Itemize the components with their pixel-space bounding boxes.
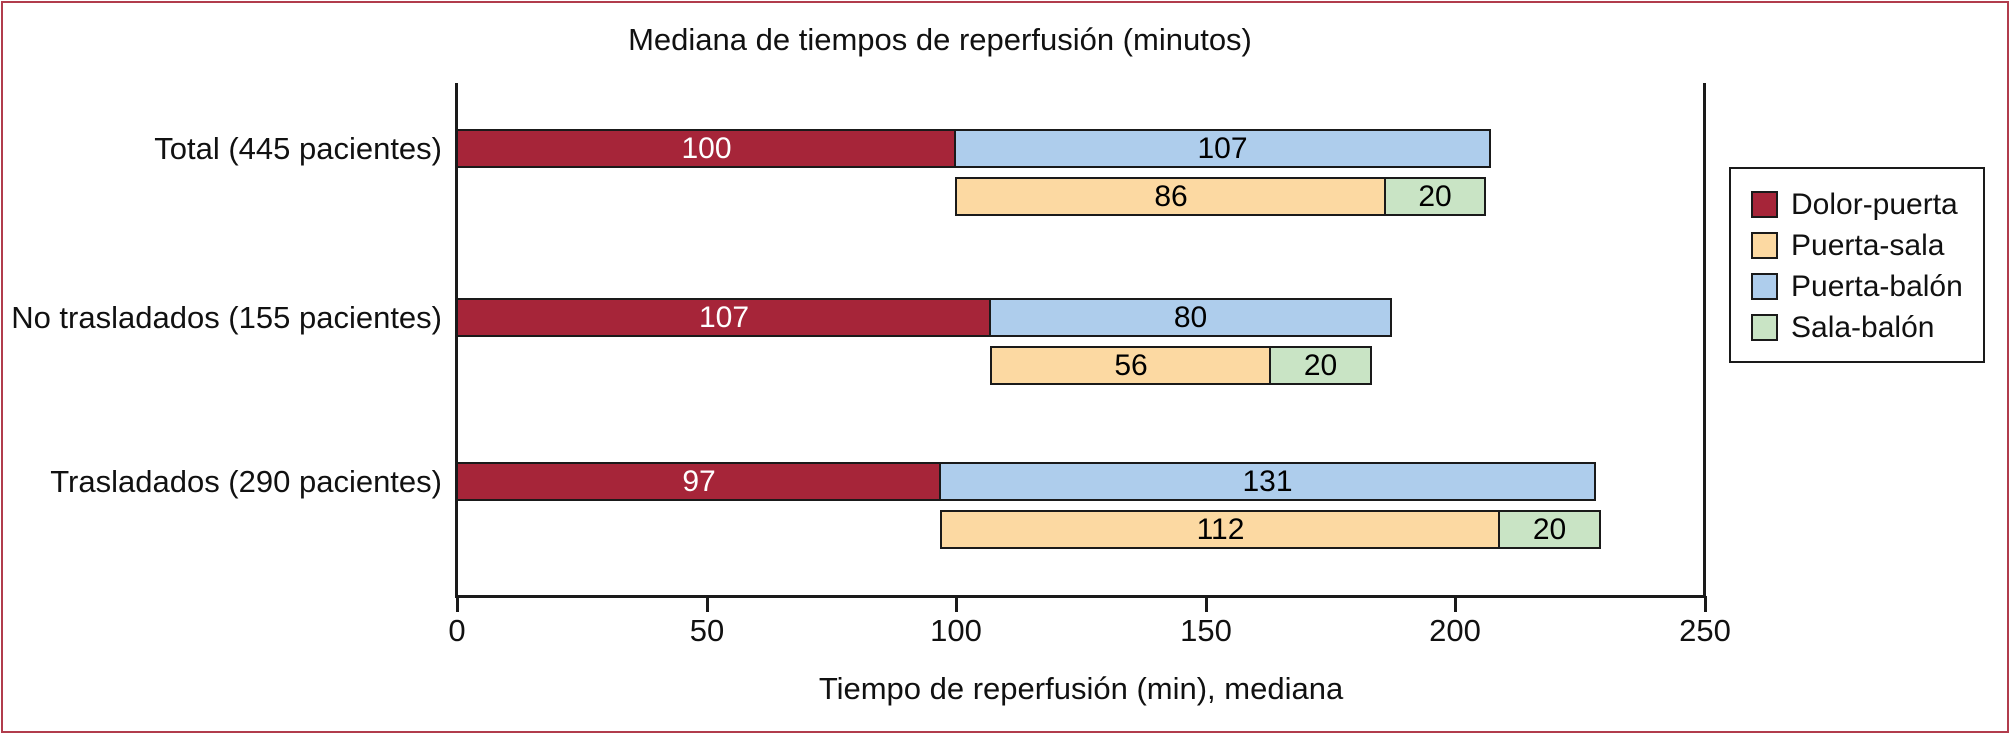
category-label-total-445-pacientes-: Total (445 pacientes) [154, 131, 442, 166]
legend-item-dolor-puerta: Dolor-puerta [1751, 184, 1983, 225]
bar-value-label: 20 [1532, 512, 1567, 546]
bar-value-label: 80 [1173, 300, 1208, 334]
bar-sala-balon-group3: 20 [1498, 510, 1601, 549]
bar-puerta-sala-group3: 112 [940, 510, 1501, 549]
bar-puerta-sala-group1: 86 [955, 177, 1387, 216]
right-frame-line [1703, 83, 1706, 598]
x-tick-50 [706, 596, 709, 612]
x-axis-line [455, 595, 1706, 598]
bar-sala-balon-group2: 20 [1269, 346, 1372, 385]
legend-item-sala-balon: Sala-balón [1751, 307, 1983, 348]
x-tick-200 [1454, 596, 1457, 612]
x-tick-label-200: 200 [1429, 613, 1481, 648]
x-tick-150 [1205, 596, 1208, 612]
legend-label: Dolor-puerta [1791, 187, 1958, 221]
bar-value-label: 97 [682, 464, 716, 498]
bar-value-label: 107 [698, 300, 750, 334]
x-tick-label-250: 250 [1679, 613, 1731, 648]
legend: Dolor-puerta Puerta-sala Puerta-balón Sala-… [1729, 167, 1985, 363]
legend-swatch-puerta-balon [1751, 273, 1778, 300]
bar-value-label: 20 [1418, 179, 1452, 213]
legend-item-puerta-sala: Puerta-sala [1751, 225, 1983, 266]
x-tick-label-100: 100 [930, 613, 982, 648]
bar-value-label: 107 [1197, 131, 1248, 165]
bar-value-label: 86 [1154, 179, 1188, 213]
bar-dolor-puerta-group3: 97 [456, 462, 942, 501]
y-axis-line [455, 83, 458, 598]
bar-puerta-sala-group2: 56 [990, 346, 1272, 385]
chart-title: Mediana de tiempos de reperfusión (minut… [628, 22, 1252, 57]
bar-value-label: 56 [1114, 348, 1148, 382]
legend-label: Sala-balón [1791, 310, 1935, 344]
bar-value-label: 131 [1242, 464, 1293, 498]
x-tick-label-150: 150 [1180, 613, 1232, 648]
legend-swatch-dolor-puerta [1751, 191, 1778, 218]
bar-value-label: 20 [1303, 348, 1338, 382]
bar-value-label: 100 [681, 131, 732, 165]
legend-label: Puerta-sala [1791, 228, 1945, 262]
bar-value-label: 112 [1196, 512, 1245, 546]
x-tick-label-50: 50 [689, 613, 725, 648]
x-tick-250 [1704, 596, 1707, 612]
x-tick-100 [955, 596, 958, 612]
x-axis-label: Tiempo de reperfusión (min), mediana [818, 671, 1344, 706]
legend-label: Puerta-balón [1791, 269, 1963, 303]
x-tick-label-0: 0 [448, 613, 466, 648]
bar-dolor-puerta-group2: 107 [456, 298, 992, 337]
category-label-no-trasladados-155-pacientes-: No trasladados (155 pacientes) [11, 300, 442, 335]
bar-sala-balon-group1: 20 [1384, 177, 1486, 216]
bar-dolor-puerta-group1: 100 [456, 129, 957, 168]
bar-puerta-balon-group3: 131 [939, 462, 1596, 501]
bar-puerta-balon-group1: 107 [954, 129, 1491, 168]
x-tick-0 [456, 596, 459, 612]
legend-swatch-sala-balon [1751, 314, 1778, 341]
bar-puerta-balon-group2: 80 [989, 298, 1392, 337]
legend-swatch-puerta-sala [1751, 232, 1778, 259]
legend-item-puerta-balon: Puerta-balón [1751, 266, 1983, 307]
category-label-trasladados-290-pacientes-: Trasladados (290 pacientes) [50, 464, 442, 499]
